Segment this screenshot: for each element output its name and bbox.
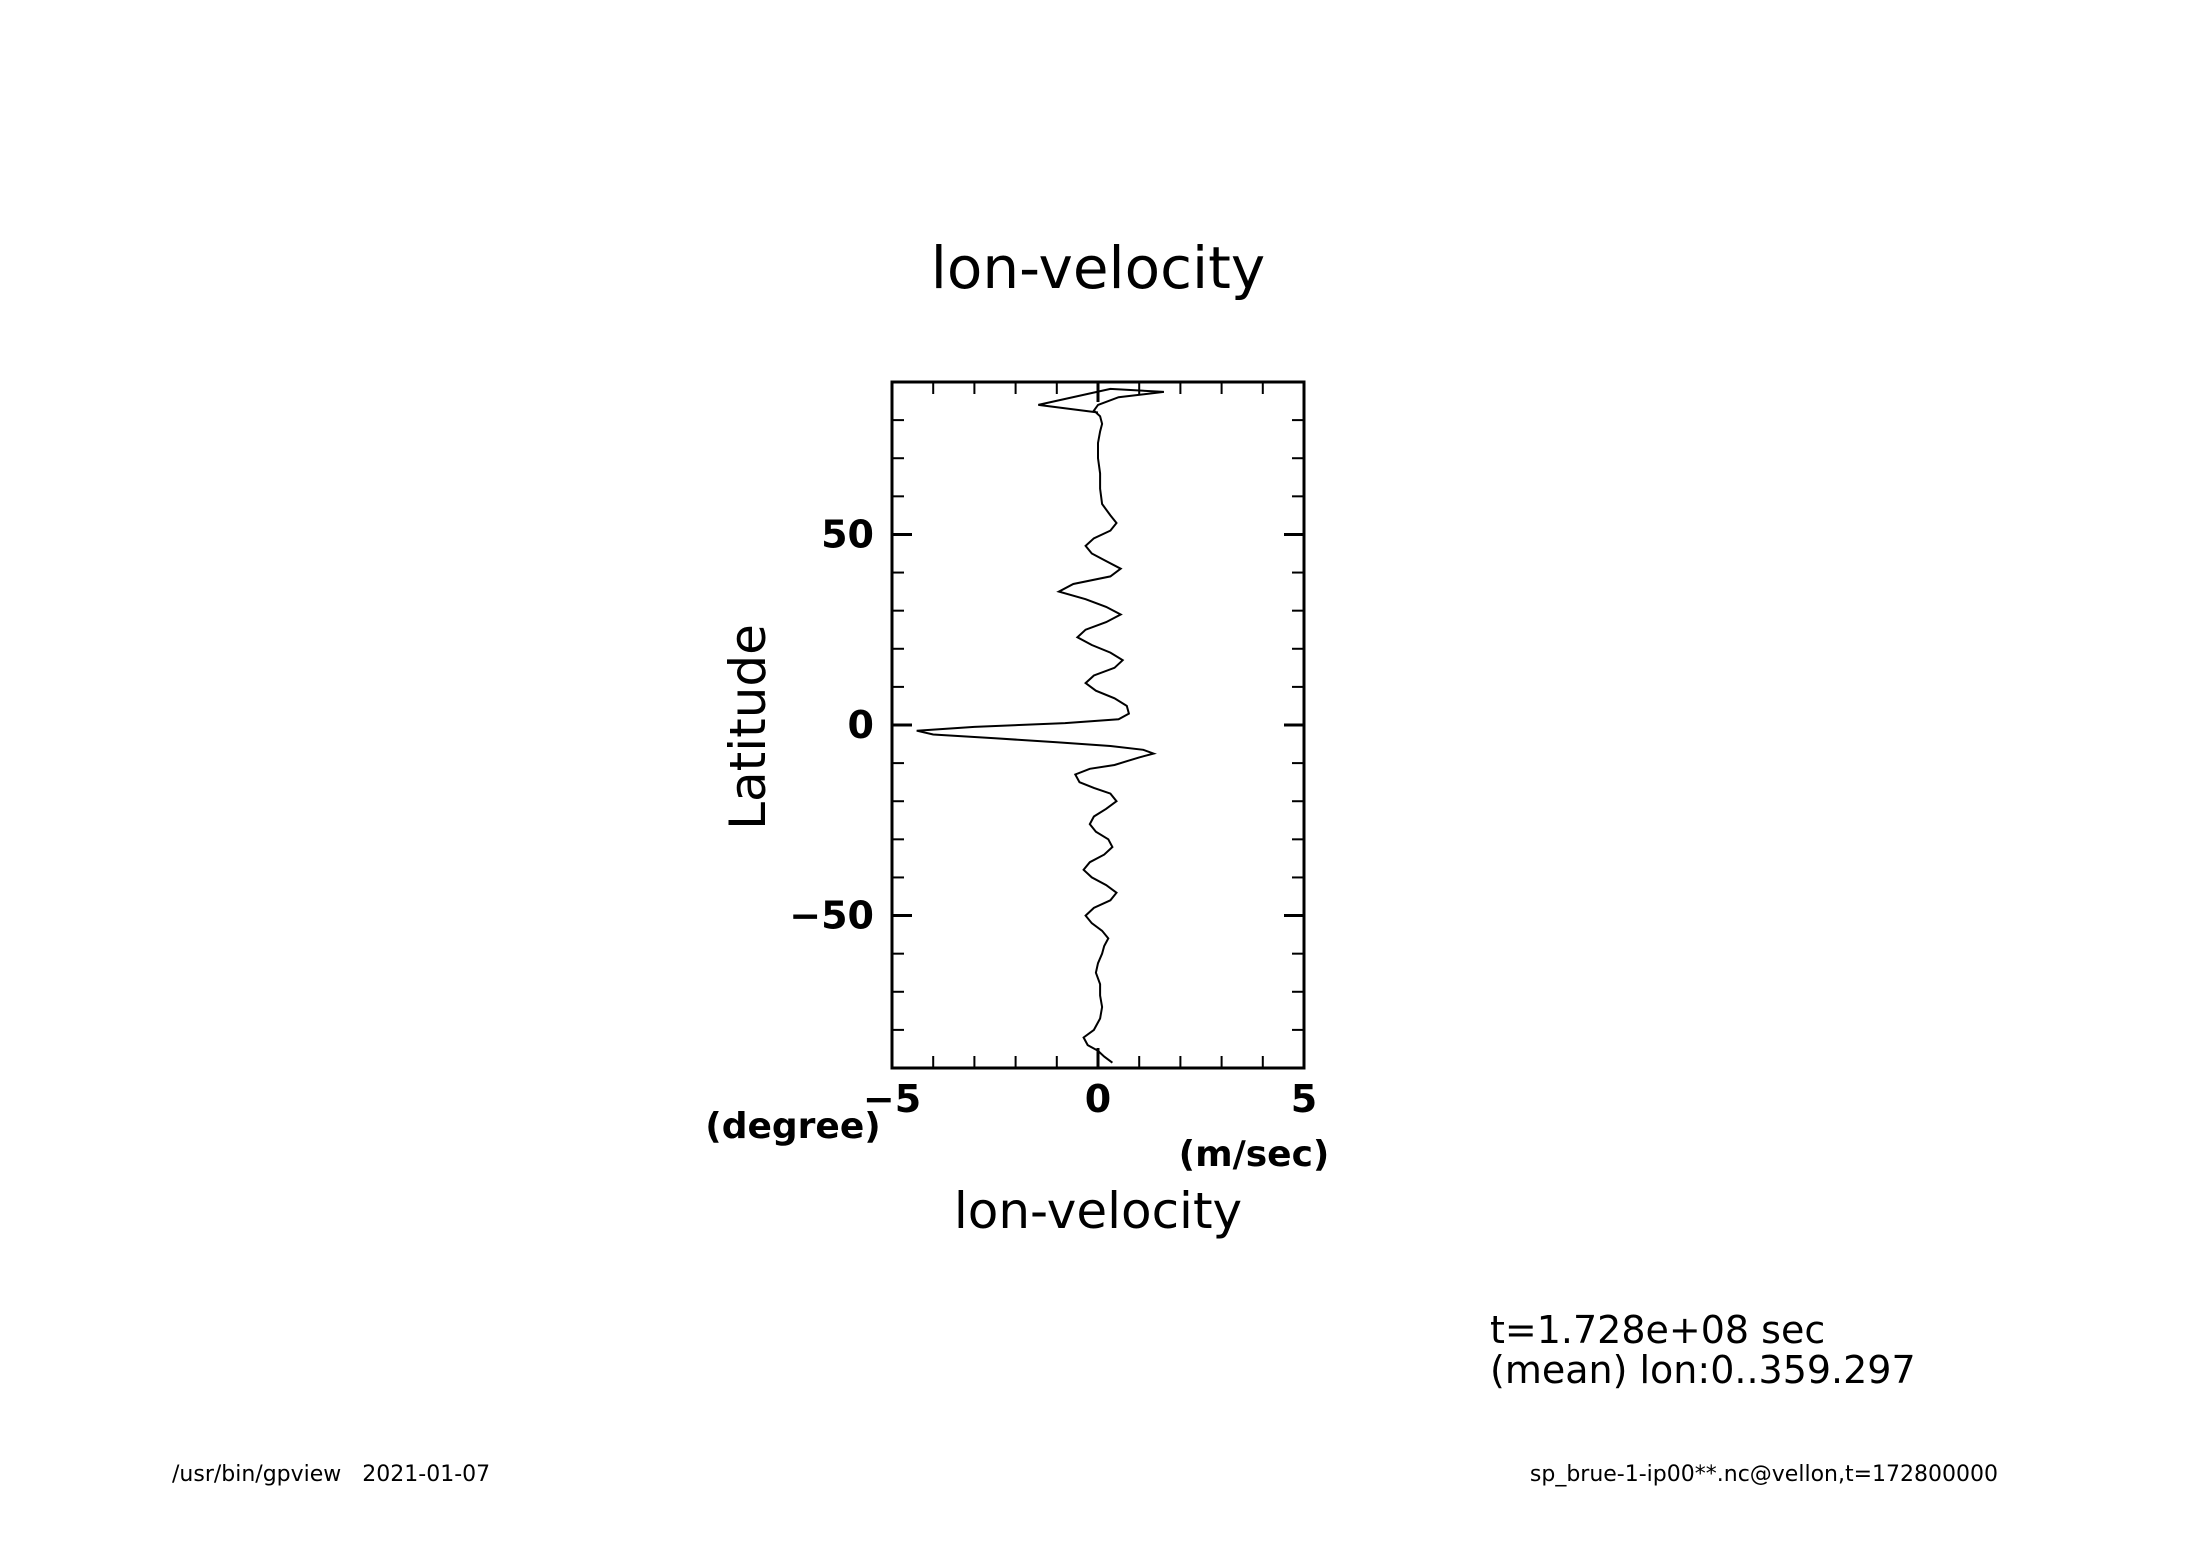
y-tick-label: −50 [789,894,874,938]
chart-title: lon-velocity [931,234,1265,302]
x-tick-label: −5 [863,1077,921,1121]
x-tick-label: 0 [1085,1077,1111,1121]
series-line [916,387,1165,1064]
mean-annotation: (mean) lon:0..359.297 [1490,1348,1916,1392]
x-tick-label: 5 [1291,1077,1317,1121]
y-axis-unit: (degree) [705,1106,880,1147]
footer-right: sp_brue-1-ip00**.nc@vellon,t=172800000 [1530,1462,1998,1487]
y-tick-label: 50 [821,512,874,556]
time-annotation: t=1.728e+08 sec [1490,1308,1825,1352]
y-tick-label: 0 [848,703,874,747]
x-axis-unit: (m/sec) [1179,1134,1330,1175]
x-axis-label: lon-velocity [954,1182,1242,1240]
axis-ticks [890,382,1306,1068]
footer-left: /usr/bin/gpview 2021-01-07 [172,1462,490,1487]
y-axis-label: Latitude [719,624,777,830]
